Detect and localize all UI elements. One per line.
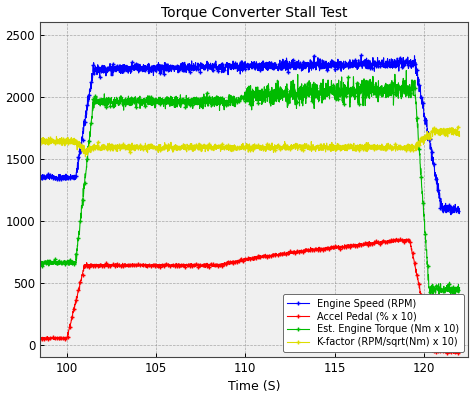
Accel Pedal (% x 10): [394, 236, 400, 241]
K-factor (RPM/sqrt(Nm) x 10): [75, 140, 81, 145]
K-factor (RPM/sqrt(Nm) x 10): [223, 143, 228, 148]
Line: Accel Pedal (% x 10): Accel Pedal (% x 10): [29, 236, 462, 356]
Legend: Engine Speed (RPM), Accel Pedal (% x 10), Est. Engine Torque (Nm x 10), K-factor: Engine Speed (RPM), Accel Pedal (% x 10)…: [283, 294, 464, 352]
Accel Pedal (% x 10): [456, 350, 462, 355]
Line: Est. Engine Torque (Nm x 10): Est. Engine Torque (Nm x 10): [29, 68, 462, 297]
Est. Engine Torque (Nm x 10): [403, 68, 409, 73]
Line: K-factor (RPM/sqrt(Nm) x 10): K-factor (RPM/sqrt(Nm) x 10): [29, 124, 462, 159]
Est. Engine Torque (Nm x 10): [40, 260, 46, 265]
K-factor (RPM/sqrt(Nm) x 10): [28, 139, 34, 144]
Engine Speed (RPM): [87, 88, 93, 93]
Engine Speed (RPM): [448, 212, 454, 217]
Est. Engine Torque (Nm x 10): [223, 98, 228, 103]
Engine Speed (RPM): [28, 172, 34, 177]
Engine Speed (RPM): [358, 53, 364, 58]
Est. Engine Torque (Nm x 10): [391, 88, 397, 93]
Accel Pedal (% x 10): [456, 351, 462, 356]
Line: Engine Speed (RPM): Engine Speed (RPM): [29, 53, 462, 217]
Engine Speed (RPM): [75, 160, 81, 164]
Accel Pedal (% x 10): [40, 336, 46, 340]
Est. Engine Torque (Nm x 10): [61, 259, 67, 264]
K-factor (RPM/sqrt(Nm) x 10): [40, 138, 46, 143]
K-factor (RPM/sqrt(Nm) x 10): [61, 139, 67, 144]
X-axis label: Time (S): Time (S): [228, 380, 281, 393]
K-factor (RPM/sqrt(Nm) x 10): [455, 124, 460, 129]
Accel Pedal (% x 10): [75, 289, 81, 294]
Engine Speed (RPM): [223, 62, 228, 67]
Accel Pedal (% x 10): [391, 237, 397, 242]
Accel Pedal (% x 10): [87, 263, 93, 267]
Est. Engine Torque (Nm x 10): [87, 129, 93, 134]
Engine Speed (RPM): [392, 59, 397, 64]
K-factor (RPM/sqrt(Nm) x 10): [82, 154, 88, 159]
Est. Engine Torque (Nm x 10): [456, 285, 462, 290]
Est. Engine Torque (Nm x 10): [28, 257, 34, 262]
K-factor (RPM/sqrt(Nm) x 10): [87, 144, 93, 149]
Accel Pedal (% x 10): [28, 336, 34, 341]
Est. Engine Torque (Nm x 10): [75, 239, 81, 243]
Title: Torque Converter Stall Test: Torque Converter Stall Test: [161, 6, 347, 20]
Accel Pedal (% x 10): [223, 262, 228, 267]
Engine Speed (RPM): [456, 209, 462, 214]
K-factor (RPM/sqrt(Nm) x 10): [392, 144, 397, 149]
K-factor (RPM/sqrt(Nm) x 10): [456, 134, 462, 138]
Engine Speed (RPM): [40, 176, 46, 181]
Est. Engine Torque (Nm x 10): [448, 292, 454, 297]
Engine Speed (RPM): [61, 178, 67, 182]
Accel Pedal (% x 10): [61, 336, 67, 341]
